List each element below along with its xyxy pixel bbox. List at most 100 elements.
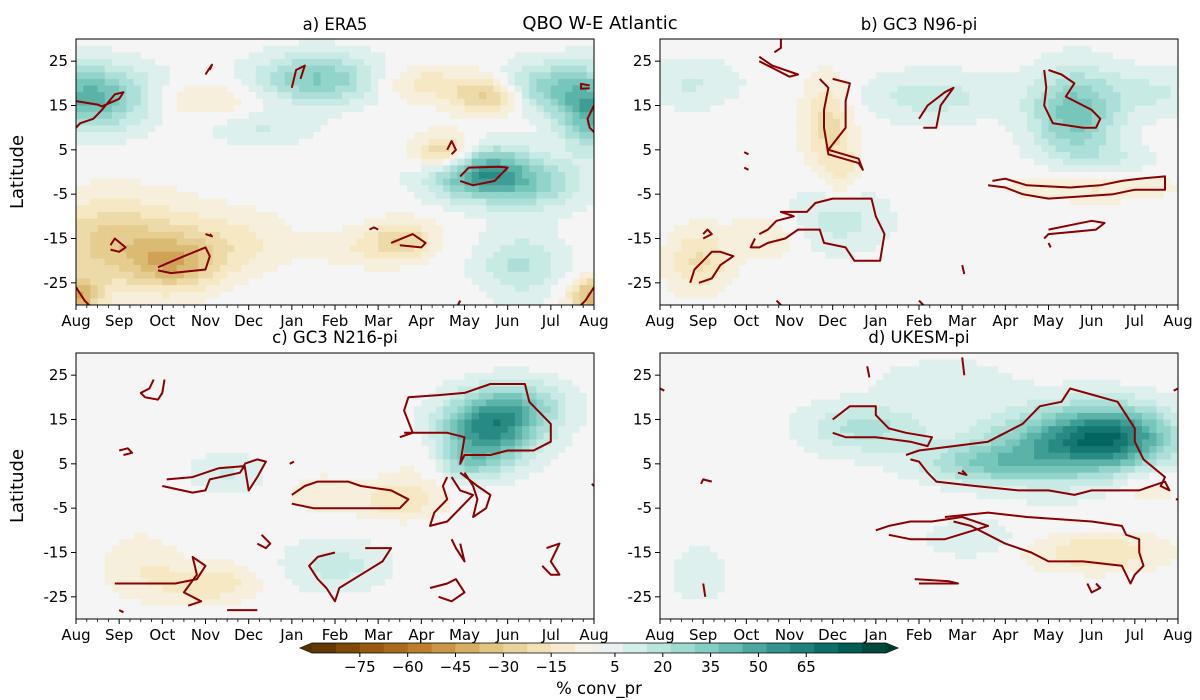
heatmap-cell <box>169 198 178 206</box>
heatmap-cell <box>191 225 199 233</box>
heatmap-cell <box>378 285 386 293</box>
heatmap-cell <box>875 258 884 266</box>
heatmap-cell <box>710 145 719 153</box>
heatmap-cell <box>514 205 523 213</box>
heatmap-cell <box>478 205 487 213</box>
heatmap-cell <box>90 92 99 100</box>
heatmap-cell <box>428 198 437 206</box>
heatmap-cell <box>176 58 185 67</box>
heatmap-cell <box>169 265 178 273</box>
heatmap-cell <box>753 78 762 87</box>
heatmap-cell <box>428 118 437 127</box>
heatmap-cell <box>868 45 877 53</box>
heatmap-cell <box>983 238 992 246</box>
heatmap-cell <box>212 251 221 260</box>
heatmap-cell <box>111 158 120 166</box>
heatmap-cell <box>493 245 502 253</box>
heatmap-cell <box>667 225 675 233</box>
heatmap-cell <box>335 65 343 73</box>
heatmap-cell <box>119 85 127 93</box>
heatmap-cell <box>933 132 942 140</box>
heatmap-cell <box>954 172 963 180</box>
heatmap-cell <box>983 72 992 80</box>
heatmap-cell <box>1012 205 1021 213</box>
heatmap-cell <box>724 152 733 160</box>
heatmap-cell <box>327 265 336 273</box>
heatmap-cell <box>529 158 538 166</box>
heatmap-cell <box>522 218 530 226</box>
heatmap-cell <box>227 145 235 153</box>
heatmap-cell <box>717 205 726 213</box>
heatmap-cell <box>746 52 755 60</box>
heatmap-cell <box>169 218 178 226</box>
heatmap-cell <box>198 132 207 140</box>
heatmap-cell <box>255 52 264 60</box>
heatmap-cell <box>746 138 755 146</box>
heatmap-cell <box>248 39 257 47</box>
heatmap-cell <box>832 291 841 299</box>
heatmap-cell <box>1019 45 1028 53</box>
heatmap-cell <box>803 218 812 226</box>
heatmap-cell <box>904 238 913 246</box>
heatmap-cell <box>565 231 574 240</box>
heatmap-cell <box>464 92 473 100</box>
heatmap-cell <box>421 92 430 100</box>
heatmap-cell <box>378 118 386 127</box>
heatmap-cell <box>428 65 437 73</box>
heatmap-cell <box>97 72 106 80</box>
heatmap-cell <box>248 98 257 107</box>
heatmap-cell <box>839 285 848 293</box>
heatmap-cell <box>674 92 683 100</box>
heatmap-cell <box>104 85 113 93</box>
heatmap-cell <box>839 58 848 67</box>
heatmap-cell <box>976 238 985 246</box>
heatmap-cell <box>897 218 906 226</box>
heatmap-cell <box>255 178 264 186</box>
heatmap-cell <box>234 198 243 206</box>
heatmap-cell <box>883 78 891 87</box>
heatmap-cell <box>198 178 207 186</box>
heatmap-cell <box>543 78 552 87</box>
heatmap-cell <box>133 152 142 160</box>
heatmap-cell <box>478 285 487 293</box>
heatmap-cell <box>342 65 350 73</box>
heatmap-cell <box>565 92 574 100</box>
heatmap-cell <box>406 178 415 186</box>
heatmap-cell <box>550 178 559 186</box>
heatmap-cell <box>947 72 956 80</box>
heatmap-cell <box>147 185 156 193</box>
heatmap-cell <box>169 205 178 213</box>
heatmap-cell <box>1005 265 1014 273</box>
heatmap-cell <box>746 58 755 67</box>
heatmap-cell <box>507 92 516 100</box>
heatmap-cell <box>579 172 588 180</box>
heatmap-cell <box>313 58 322 67</box>
heatmap-cell <box>378 138 386 146</box>
heatmap-cell <box>119 165 127 173</box>
heatmap-cell <box>205 211 214 220</box>
heatmap-cell <box>378 125 386 133</box>
heatmap-cell <box>270 45 279 53</box>
heatmap-cell <box>543 191 552 200</box>
heatmap-cell <box>695 52 704 60</box>
heatmap-cell <box>558 245 566 253</box>
heatmap-cell <box>681 105 690 113</box>
heatmap-cell <box>796 251 805 260</box>
heatmap-cell <box>550 152 559 160</box>
heatmap-cell <box>241 218 250 226</box>
heatmap-cell <box>904 251 913 260</box>
heatmap-cell <box>255 245 264 253</box>
heatmap-cell <box>789 58 798 67</box>
heatmap-cell <box>392 105 401 113</box>
heatmap-cell <box>399 218 408 226</box>
heatmap-cell <box>522 78 530 87</box>
heatmap-cell <box>320 185 329 193</box>
heatmap-cell <box>507 85 516 93</box>
heatmap-cell <box>299 78 307 87</box>
heatmap-cell <box>767 65 776 73</box>
heatmap-cell <box>753 52 762 60</box>
heatmap-cell <box>327 98 336 107</box>
heatmap-cell <box>219 92 228 100</box>
heatmap-cell <box>284 118 293 127</box>
heatmap-cell <box>983 105 992 113</box>
